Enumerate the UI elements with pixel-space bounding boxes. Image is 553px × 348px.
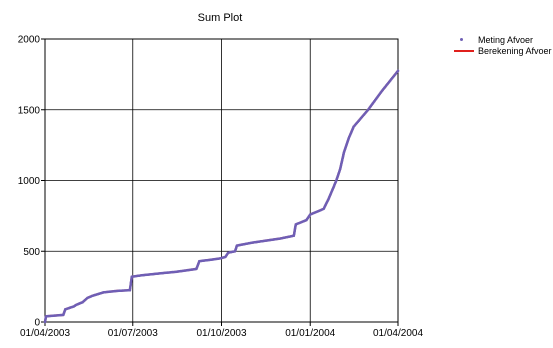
x-tick-label: 01/10/2003 [196,328,246,339]
legend-line-berekening [454,45,476,56]
legend-label-berekening: Berekening Afvoer [478,45,552,56]
y-tick-label: 2000 [18,35,41,46]
y-tick-label: 1000 [18,176,41,187]
legend: Meting Afvoer Berekening Afvoer [454,34,552,56]
x-tick-label: 01/04/2004 [373,328,423,339]
series-point-meting-afvoer [396,69,400,73]
x-tick-label: 01/01/2004 [285,328,335,339]
y-tick-label: 500 [23,247,40,258]
x-tick-label: 01/07/2003 [108,328,158,339]
legend-item-berekening: Berekening Afvoer [454,45,552,56]
x-tick-label: 01/04/2003 [20,328,70,339]
chart-title: Sum Plot [197,12,243,24]
y-tick-label: 1500 [18,105,41,116]
legend-marker-meting [454,34,476,45]
legend-item-meting: Meting Afvoer [454,34,552,45]
y-tick-label: 0 [34,318,40,329]
legend-label-meting: Meting Afvoer [478,34,534,45]
